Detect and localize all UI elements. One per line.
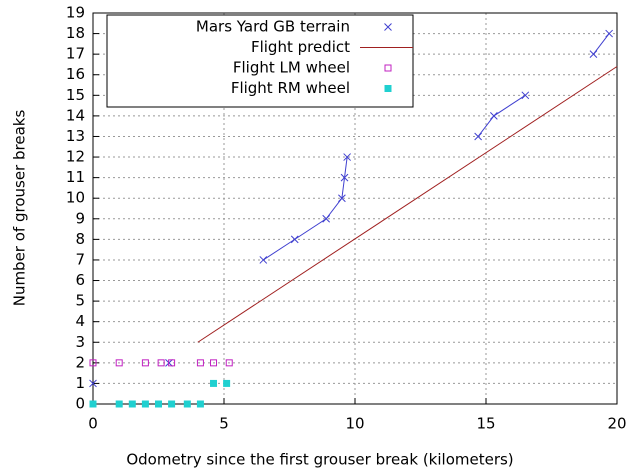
y-tick-label: 19 [66, 4, 85, 22]
y-tick-label: 13 [66, 127, 85, 145]
y-tick-label: 11 [66, 168, 85, 186]
point [168, 359, 176, 367]
y-tick-label: 14 [66, 106, 85, 124]
legend-swatch [384, 85, 392, 92]
trend-line [263, 156, 348, 261]
trend-line [593, 33, 610, 55]
point [89, 400, 97, 408]
y-tick-label: 0 [75, 395, 85, 413]
x-tick-label: 20 [607, 415, 626, 433]
point [210, 379, 218, 387]
point [322, 214, 331, 223]
point [210, 359, 218, 367]
plot-frame [92, 12, 618, 405]
y-tick-label: 3 [75, 333, 85, 351]
y-tick-label: 17 [66, 45, 85, 63]
point [89, 379, 97, 388]
point [155, 400, 162, 408]
y-tick-label: 7 [75, 250, 85, 268]
point [168, 400, 176, 408]
y-tick-label: 6 [75, 271, 85, 289]
point [521, 91, 530, 100]
y-tick-label: 1 [75, 374, 85, 392]
x-tick-label: 10 [345, 415, 364, 433]
point [259, 256, 268, 264]
point [340, 173, 349, 182]
legend-label: Flight predict [251, 38, 350, 56]
line [197, 66, 618, 343]
point [223, 379, 231, 387]
y-tick-label: 5 [75, 292, 85, 310]
point [589, 50, 598, 59]
point [128, 400, 136, 408]
point [89, 359, 97, 367]
legend-label: Mars Yard GB terrain [196, 18, 350, 36]
y-tick-label: 2 [75, 353, 85, 371]
point [490, 112, 498, 120]
legend-box [106, 14, 414, 108]
point [196, 400, 204, 408]
y-tick-label: 18 [66, 24, 85, 42]
point [115, 400, 123, 408]
y-tick-label: 15 [66, 86, 85, 104]
legend-swatch [384, 64, 392, 72]
x-tick-label: 5 [219, 415, 229, 433]
y-axis-label: Number of grouser breaks [11, 110, 29, 307]
point [157, 359, 165, 367]
point [290, 235, 299, 244]
x-axis-label: Odometry since the first grouser break (… [126, 451, 513, 469]
point [141, 359, 149, 367]
y-tick-label: 8 [75, 230, 85, 248]
legend-label: Flight LM wheel [233, 59, 350, 77]
point [605, 29, 613, 38]
y-tick-label: 9 [75, 209, 85, 227]
y-tick-label: 4 [75, 312, 85, 330]
y-tick-label: 16 [66, 65, 85, 83]
y-tick-label: 10 [66, 189, 85, 207]
point [141, 400, 149, 408]
y-tick-label: 12 [66, 148, 85, 166]
point [183, 400, 191, 408]
point [225, 359, 233, 367]
x-tick-label: 15 [476, 415, 495, 433]
point [343, 153, 351, 161]
legend-label: Flight RM wheel [231, 79, 350, 97]
legend-swatch [384, 23, 392, 31]
point [338, 194, 346, 203]
x-tick-label: 0 [88, 415, 98, 433]
point [474, 132, 482, 141]
point [115, 359, 123, 367]
point [196, 359, 204, 367]
